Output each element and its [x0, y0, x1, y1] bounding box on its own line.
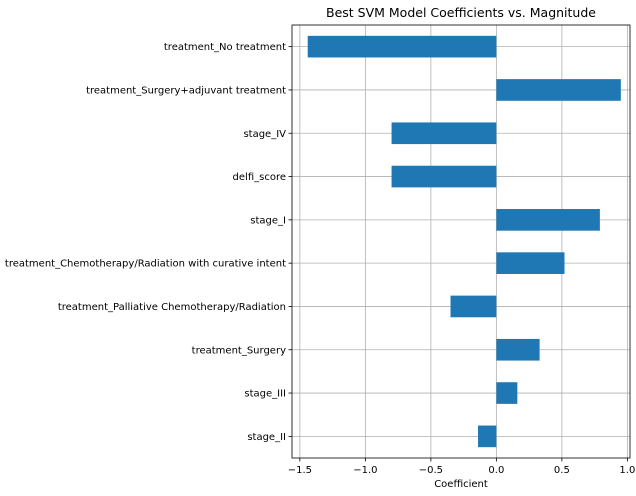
bar — [450, 295, 497, 318]
x-tick-label: 0.5 — [554, 465, 570, 476]
bar — [496, 382, 518, 404]
y-tick-label: treatment_Surgery — [192, 345, 286, 356]
plot-frame — [291, 24, 631, 459]
x-tick-label: −1.5 — [288, 465, 312, 476]
y-tick-label: treatment_Surgery+adjuvant treatment — [86, 85, 286, 96]
bar — [496, 252, 565, 274]
bar — [391, 122, 497, 145]
bar — [496, 209, 600, 231]
y-axis-ticks: treatment_No treatment treatment_Surgery+… — [5, 42, 292, 443]
y-tick-label: treatment_Chemotherapy/Radiation with cu… — [5, 259, 286, 270]
bar — [496, 79, 621, 101]
bar — [391, 165, 497, 188]
bar — [478, 425, 497, 448]
y-tick-label: stage_III — [244, 389, 286, 400]
y-tick-label: delfi_score — [233, 172, 286, 183]
x-axis-ticks: −1.5 −1.0 −0.5 0.0 0.5 1.0 — [288, 458, 635, 476]
x-axis-label: Coefficient — [434, 479, 488, 490]
x-tick-label: −1.0 — [353, 465, 377, 476]
x-tick-label: −0.5 — [419, 465, 443, 476]
y-tick-label: stage_I — [250, 215, 286, 226]
y-tick-label: stage_IV — [243, 129, 286, 140]
y-tick-label: stage_II — [247, 432, 286, 443]
chart-title: Best SVM Model Coefficients vs. Magnitud… — [326, 5, 596, 20]
x-tick-label: 1.0 — [619, 465, 635, 476]
y-tick-label: treatment_Palliative Chemotherapy/Radiat… — [58, 302, 286, 313]
x-tick-label: 0.0 — [488, 465, 504, 476]
y-tick-label: treatment_No treatment — [164, 42, 286, 53]
bars — [307, 35, 621, 448]
bar — [307, 35, 497, 58]
bar — [496, 338, 540, 361]
